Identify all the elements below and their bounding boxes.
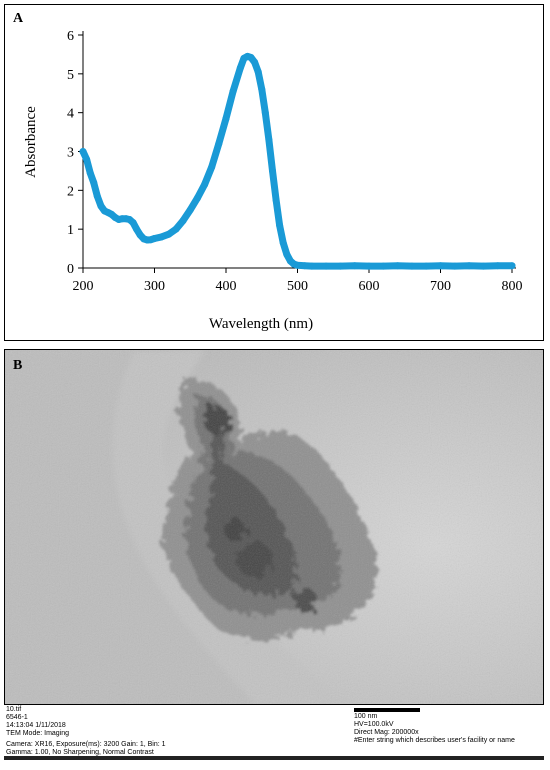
data-point (236, 64, 244, 72)
tem-micrograph (5, 350, 543, 704)
data-point (208, 163, 216, 171)
y-tick-label: 2 (67, 184, 74, 199)
panel-a-chart: A 200 300 400 500 600 700 800 0 1 2 3 4 5 6 Wavelengt… (4, 4, 544, 341)
data-point (129, 219, 137, 227)
x-tick-label: 800 (502, 279, 523, 294)
data-point (201, 181, 209, 188)
data-point (394, 262, 402, 270)
y-tick-label: 4 (67, 107, 74, 122)
meta-sample-id: 6546-1 (6, 714, 28, 721)
data-point (408, 262, 416, 270)
series-line (79, 52, 516, 270)
y-tick-label: 0 (67, 262, 74, 277)
x-tick-label: 200 (73, 279, 94, 294)
absorbance-chart: 200 300 400 500 600 700 800 0 1 2 3 4 5 6 Wavelength … (23, 29, 523, 332)
data-point (365, 262, 373, 270)
meta-voltage: HV=100.0kV (354, 721, 394, 728)
y-axis-label: Absorbance (23, 106, 39, 178)
x-tick-label: 700 (430, 279, 451, 294)
meta-scale-label: 100 nm (354, 713, 378, 720)
data-point (229, 87, 237, 95)
tem-metadata-right: 100 nm HV=100.0kV Direct Mag: 200000x #E… (354, 713, 515, 745)
data-point (272, 196, 280, 204)
x-tick-label: 400 (216, 279, 237, 294)
data-point (251, 58, 259, 66)
data-point (437, 262, 444, 270)
meta-timestamp: 14:13:04 1/11/2018 (6, 722, 66, 729)
data-point (269, 167, 276, 175)
data-point (172, 225, 180, 233)
data-point (336, 262, 344, 270)
support-film-edge (5, 350, 255, 704)
data-point (222, 115, 230, 122)
tem-metadata-camera: Camera: XR16, Exposure(ms): 3200 Gain: 1… (6, 741, 166, 757)
data-point (179, 217, 187, 225)
panel-a-label: A (13, 11, 24, 26)
y-tick-label: 5 (67, 68, 74, 83)
x-tick-label: 600 (359, 279, 380, 294)
meta-filename: 10.tif (6, 706, 22, 713)
y-tick-label: 6 (67, 29, 74, 44)
data-point (151, 235, 158, 242)
data-point (351, 262, 359, 270)
data-point (165, 230, 173, 238)
data-point (279, 239, 287, 247)
data-point (294, 261, 301, 269)
data-point (258, 85, 266, 93)
data-point (158, 233, 166, 241)
data-point (79, 148, 87, 155)
data-point (186, 206, 194, 214)
data-point (494, 262, 502, 270)
y-tick-label: 3 (67, 146, 74, 161)
x-axis-label: Wavelength (nm) (209, 316, 313, 332)
data-point (308, 262, 316, 270)
x-tick-label: 300 (144, 279, 165, 294)
data-point (301, 262, 309, 270)
data-point (465, 262, 473, 270)
data-point (283, 250, 291, 258)
data-point (265, 136, 273, 144)
chart-axes: 200 300 400 500 600 700 800 0 1 2 3 4 5 6 (67, 29, 523, 294)
data-point (193, 194, 201, 202)
data-point (261, 109, 269, 117)
meta-camera: Camera: XR16, Exposure(ms): 3200 Gain: 1… (6, 741, 166, 748)
data-point (97, 202, 105, 210)
data-point (379, 262, 387, 270)
data-point (322, 262, 330, 270)
panel-b-label: B (13, 358, 23, 373)
chart-series (79, 52, 516, 270)
meta-facility-note: #Enter string which describes user's fac… (354, 737, 515, 744)
bottom-rule (4, 756, 544, 760)
tem-metadata-left: 10.tif 6546-1 14:13:04 1/11/2018 TEM Mod… (6, 706, 69, 738)
data-point (133, 225, 141, 233)
data-point (93, 192, 101, 200)
meta-magnification: Direct Mag: 200000x (354, 729, 419, 736)
data-point (451, 262, 459, 270)
tem-grain-overlay (5, 350, 543, 704)
data-point (276, 221, 284, 229)
data-point (86, 169, 94, 177)
data-point (479, 262, 487, 270)
data-point (422, 262, 430, 270)
meta-gamma: Gamma: 1.00, No Sharpening, Normal Contr… (6, 749, 154, 756)
y-tick-label: 1 (67, 223, 74, 238)
data-point (254, 68, 262, 76)
data-point (83, 155, 91, 163)
nanoparticle-aggregate (162, 379, 376, 641)
data-point (508, 262, 516, 270)
data-point (215, 140, 223, 148)
meta-tem-mode: TEM Mode: Imaging (6, 730, 70, 737)
data-point (90, 179, 98, 187)
scale-bar (354, 708, 420, 712)
panel-b-tem-image: B (4, 349, 544, 705)
x-tick-label: 500 (287, 279, 308, 294)
